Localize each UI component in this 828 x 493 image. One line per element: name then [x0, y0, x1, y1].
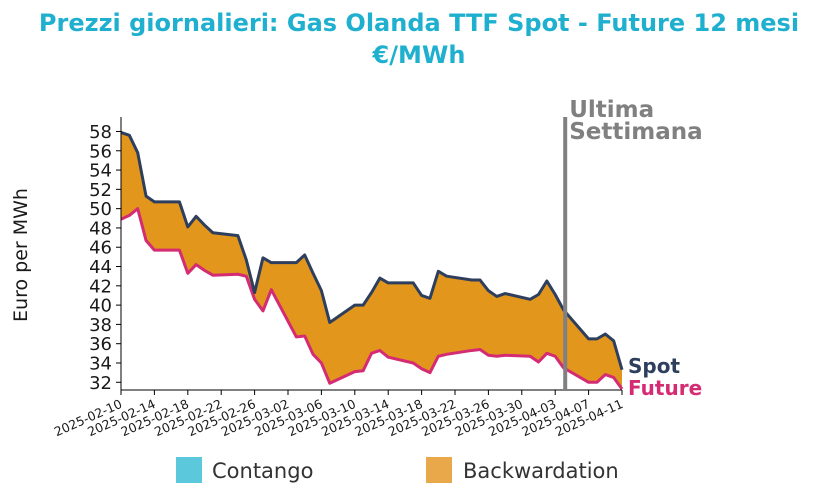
lines-layer: [120, 131, 624, 390]
annotation-settimana: Settimana: [569, 119, 702, 145]
legend-label-backwardation: Backwardation: [463, 459, 619, 483]
legend-label-contango: Contango: [212, 459, 313, 483]
y-tick-label: 46: [89, 238, 112, 259]
y-axis-label: Euro per MWh: [10, 188, 32, 322]
spot-line: [120, 131, 624, 371]
future-line: [120, 207, 624, 390]
end-label-spot: Spot: [628, 354, 680, 378]
axes-layer: [120, 117, 622, 391]
y-tick-label: 56: [89, 141, 112, 162]
y-tick-label: 58: [89, 122, 112, 143]
area-layer: [121, 132, 622, 390]
legend-swatch-contango: [176, 457, 202, 483]
annotation-ultima: Ultima: [569, 97, 654, 123]
y-tick-label: 50: [89, 199, 112, 220]
chart-subtitle: €/MWh: [372, 41, 466, 69]
end-label-future: Future: [628, 376, 702, 400]
chart-title: Prezzi giornalieri: Gas Olanda TTF Spot …: [39, 9, 799, 37]
y-tick-label: 48: [89, 218, 112, 239]
y-tick-label: 36: [89, 334, 112, 355]
y-tick-label: 32: [89, 373, 112, 394]
y-tick-label: 38: [89, 315, 112, 336]
y-tick-label: 44: [89, 257, 112, 278]
y-tick-label: 52: [89, 180, 112, 201]
y-tick-label: 40: [89, 296, 112, 317]
y-tick-label: 54: [89, 161, 112, 182]
backwardation-band: [121, 132, 622, 390]
y-tick-label: 42: [89, 276, 112, 297]
legend: Contango Backwardation: [176, 457, 619, 483]
x-ticks: 2025-02-102025-02-142025-02-182025-02-22…: [52, 390, 625, 439]
legend-swatch-backwardation: [426, 457, 452, 483]
y-tick-label: 34: [89, 353, 112, 374]
